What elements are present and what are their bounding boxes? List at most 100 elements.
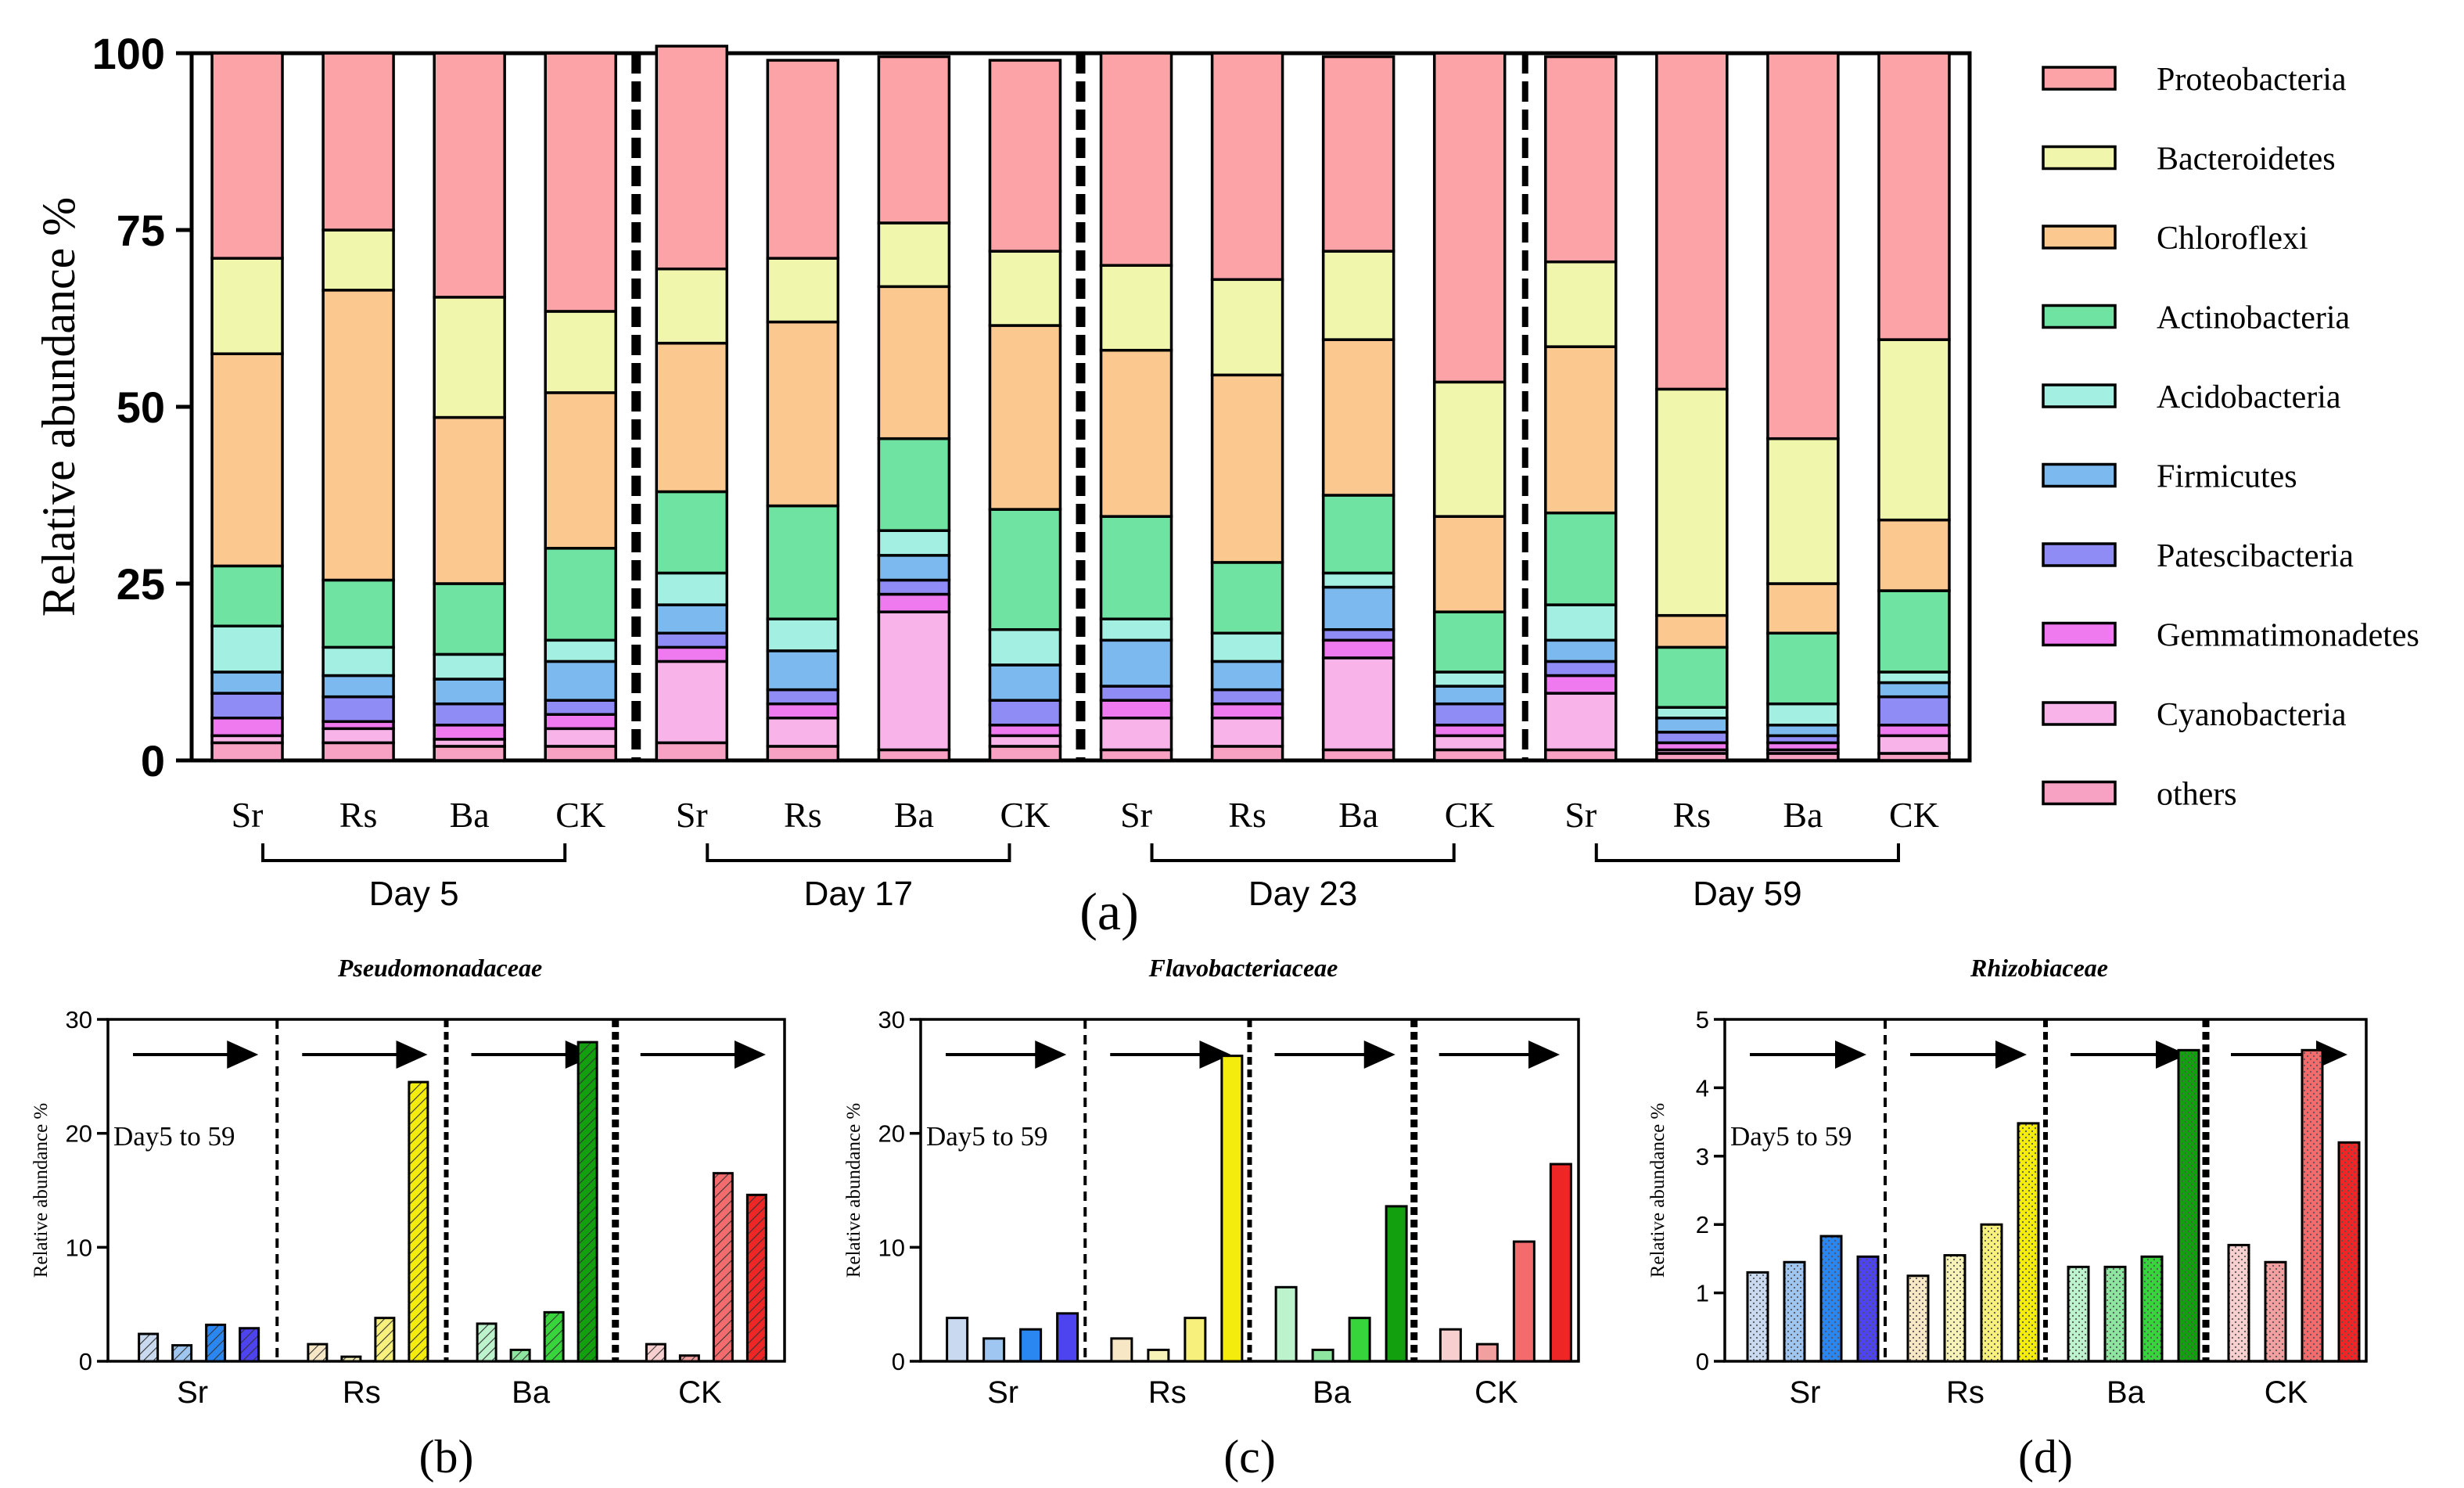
stack-segment-firmicutes — [321, 674, 395, 699]
bar-sr-day23 — [1819, 1235, 1843, 1363]
bar-sr-day59 — [1856, 1255, 1880, 1363]
time-arrow-head — [1835, 1041, 1866, 1069]
legend-swatch — [2042, 304, 2117, 329]
stack-segment-chloroflexi — [1766, 582, 1840, 635]
x-tick-label: Rs — [339, 795, 378, 835]
stack-segment-bacteroidetes — [988, 250, 1062, 327]
stack-segment-gemmatimonadetes — [1877, 724, 1951, 738]
group-bracket — [261, 843, 567, 862]
stack-segment-firmicutes — [655, 603, 729, 635]
stack-segment-chloroflexi — [1432, 515, 1507, 613]
stack-segment-others — [433, 745, 506, 762]
stack-segment-actinobacteria — [1655, 645, 1729, 709]
stack-segment-others — [766, 745, 840, 762]
bar-ba-day5 — [2067, 1265, 2090, 1363]
bar-sr-day23 — [1019, 1328, 1043, 1363]
legend-swatch — [2042, 780, 2117, 806]
stack-segment-firmicutes — [1210, 660, 1284, 692]
y-tick-label: 0 — [892, 1348, 905, 1375]
bar-rs-day59 — [1220, 1055, 1244, 1363]
x-tick-label: Rs — [1148, 1375, 1187, 1410]
stack-segment-others — [1544, 748, 1618, 762]
stack-segment-proteobacteria — [766, 59, 840, 260]
x-tick-label: Ba — [450, 795, 490, 835]
stack-segment-patescibacteria — [1655, 731, 1729, 745]
stack-segment-chloroflexi — [1210, 373, 1284, 564]
stack-segment-bacteroidetes — [1544, 260, 1618, 348]
panel-label: (c) — [1223, 1431, 1276, 1483]
bar-rs-day59 — [408, 1080, 429, 1363]
y-tick-label: 0 — [1696, 1348, 1709, 1375]
stack-segment-cyanobacteria — [544, 727, 617, 748]
stack-segment-others — [1210, 745, 1284, 762]
stack-segment-bacteroidetes — [1655, 387, 1729, 617]
x-tick-label: CK — [1445, 795, 1495, 835]
bar-rs-day5 — [1906, 1274, 1930, 1363]
bar-ba-day5 — [1274, 1285, 1298, 1363]
panel-label: (a) — [1079, 882, 1138, 941]
x-tick-label: Sr — [1564, 795, 1597, 835]
stack-segment-bacteroidetes — [1766, 437, 1840, 585]
bar-ba-day59 — [576, 1041, 598, 1363]
stack-segment-firmicutes — [210, 670, 284, 695]
stack-segment-acidobacteria — [877, 529, 951, 557]
stack-segment-acidobacteria — [1877, 670, 1951, 685]
stack-segment-chloroflexi — [988, 324, 1062, 511]
stack-segment-acidobacteria — [1321, 571, 1395, 589]
bar-sr-day17 — [1783, 1260, 1806, 1363]
stack-segment-acidobacteria — [1655, 706, 1729, 720]
bar-sr-day17 — [982, 1337, 1006, 1363]
stack-segment-firmicutes — [1544, 638, 1618, 663]
group-bracket — [706, 843, 1011, 862]
stack-segment-actinobacteria — [1321, 494, 1395, 575]
stack-segment-actinobacteria — [1766, 631, 1840, 706]
stack-segment-proteobacteria — [433, 52, 506, 299]
bar-ck-day17 — [678, 1354, 700, 1363]
stack-segment-proteobacteria — [1099, 52, 1173, 267]
x-tick-label: Rs — [1673, 795, 1712, 835]
panel-b-pseudomonadaceae-chart: Pseudomonadaceae 0 10 20 30 Relative abundanc… — [31, 954, 786, 1483]
stack-segment-others — [988, 745, 1062, 762]
stack-segment-proteobacteria — [1877, 52, 1951, 341]
stack-segment-firmicutes — [1099, 638, 1173, 688]
stack-segment-acidobacteria — [210, 624, 284, 674]
time-arrow-head — [1363, 1041, 1395, 1069]
stack-segment-chloroflexi — [321, 289, 395, 582]
y-tick-label: 2 — [1696, 1211, 1709, 1238]
x-tick-label: Sr — [232, 795, 264, 835]
stack-segment-gemmatimonadetes — [1544, 674, 1618, 695]
stack-segment-patescibacteria — [988, 699, 1062, 727]
group-bracket — [1594, 843, 1900, 862]
bar-sr-day59 — [1056, 1312, 1079, 1363]
x-tick-label: Sr — [1120, 795, 1152, 835]
stack-segment-proteobacteria — [1544, 55, 1618, 264]
bar-ba-day17 — [509, 1348, 531, 1363]
stack-segment-bacteroidetes — [655, 267, 729, 345]
bar-ck-day17 — [2264, 1260, 2287, 1363]
stack-segment-acidobacteria — [544, 638, 617, 663]
stack-segment-cyanobacteria — [1877, 734, 1951, 755]
stack-segment-cyanobacteria — [1544, 692, 1618, 752]
stack-segment-gemmatimonadetes — [1210, 702, 1284, 720]
stack-segment-others — [321, 741, 395, 762]
stack-segment-chloroflexi — [1544, 345, 1618, 515]
time-arrow-head — [1528, 1041, 1560, 1069]
bar-rs-day17 — [1147, 1348, 1170, 1363]
legend-label: Actinobacteria — [2157, 300, 2351, 336]
stack-segment-bacteroidetes — [1432, 380, 1507, 518]
stack-segment-acidobacteria — [766, 617, 840, 652]
panel-c-flavobacteriaceae-chart: Flavobacteriaceae 0 10 20 30 Relative abundan… — [843, 954, 1580, 1483]
stack-segment-gemmatimonadetes — [1432, 724, 1507, 738]
stack-segment-proteobacteria — [321, 52, 395, 232]
stack-segment-acidobacteria — [1544, 603, 1618, 642]
stack-segment-actinobacteria — [321, 578, 395, 649]
stack-segment-bacteroidetes — [544, 310, 617, 394]
time-arrow-head — [1199, 1041, 1231, 1069]
time-arrow-head — [1995, 1041, 2027, 1069]
stack-segment-chloroflexi — [766, 320, 840, 508]
x-tick-label: CK — [2265, 1375, 2308, 1410]
bar-ba-day59 — [1385, 1205, 1408, 1363]
stack-segment-chloroflexi — [433, 415, 506, 585]
x-tick-label: Sr — [177, 1375, 208, 1410]
